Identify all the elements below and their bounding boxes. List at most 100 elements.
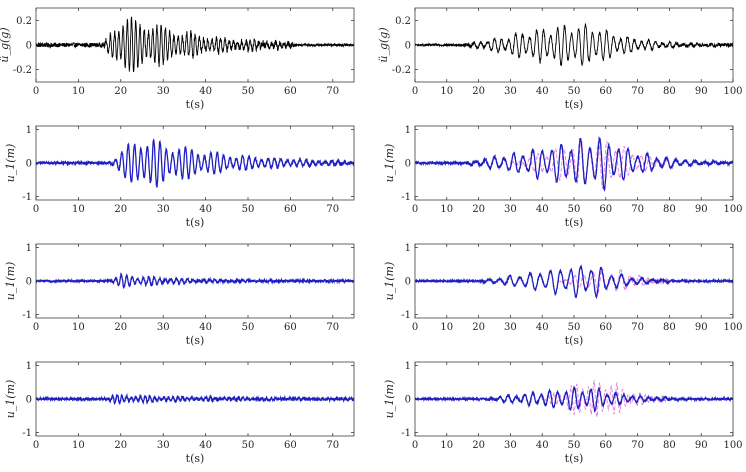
x-tick-label: 80 [663,322,676,333]
y-tick-label: -1 [401,310,411,321]
x-tick-label: 40 [199,86,212,97]
series-line-response [36,392,354,406]
y-axis-label: u_1(m) [4,262,17,301]
x-tick-label: 50 [242,86,255,97]
x-tick-label: 70 [326,322,339,333]
y-tick-label: 1 [405,361,411,372]
x-axis-label: t(s) [565,334,584,347]
y-tick-label: 0.2 [16,16,32,27]
x-tick-label: 50 [568,204,581,215]
x-tick-label: 0 [33,440,39,451]
y-tick-label: 0 [26,277,32,288]
x-tick-label: 40 [536,204,549,215]
x-tick-label: 0 [412,86,418,97]
x-tick-label: 60 [599,440,612,451]
x-tick-label: 60 [599,86,612,97]
x-tick-label: 40 [199,322,212,333]
x-tick-label: 30 [157,86,170,97]
x-tick-label: 100 [723,204,742,215]
x-tick-label: 20 [114,204,127,215]
x-tick-label: 70 [326,440,339,451]
x-tick-label: 50 [568,86,581,97]
x-tick-label: 20 [472,86,485,97]
x-tick-label: 50 [242,322,255,333]
y-tick-label: -1 [22,310,32,321]
series-line-response-A [415,135,733,192]
x-tick-label: 100 [723,440,742,451]
x-tick-label: 0 [33,322,39,333]
x-tick-label: 60 [284,86,297,97]
series-line-response-A [415,385,733,413]
x-tick-label: 20 [114,86,127,97]
x-tick-label: 10 [440,440,453,451]
x-tick-label: 60 [599,204,612,215]
y-tick-label: 1 [405,125,411,136]
x-tick-label: 40 [536,440,549,451]
x-tick-label: 90 [695,204,708,215]
y-tick-label: -1 [401,428,411,439]
x-tick-label: 0 [33,86,39,97]
x-axis-label: t(s) [186,98,205,111]
x-tick-label: 70 [326,86,339,97]
x-tick-label: 40 [199,440,212,451]
x-tick-label: 90 [695,440,708,451]
y-axis-label: u_1(m) [4,144,17,183]
x-tick-label: 20 [114,440,127,451]
x-tick-label: 30 [504,204,517,215]
x-tick-label: 10 [72,86,85,97]
x-tick-label: 60 [284,322,297,333]
x-tick-label: 30 [157,322,170,333]
x-tick-label: 70 [326,204,339,215]
plot-p4: 0 10 20 30 40 50 60 70 80 90 100-0.200.2t(s)ü_g(g) [377,7,743,111]
x-tick-label: 10 [72,440,85,451]
x-tick-label: 80 [663,440,676,451]
x-tick-label: 90 [695,86,708,97]
x-tick-label: 0 [412,440,418,451]
series-line-response [36,272,354,290]
x-tick-label: 30 [504,86,517,97]
y-tick-label: 1 [405,243,411,254]
y-tick-label: -1 [22,192,32,203]
y-tick-label: 0 [405,277,411,288]
x-tick-label: 0 [412,322,418,333]
x-tick-label: 10 [440,204,453,215]
y-tick-label: 1 [26,361,32,372]
x-tick-label: 20 [472,322,485,333]
series-line-response-A [415,264,733,300]
y-tick-label: 0 [405,159,411,170]
y-tick-label: 0 [405,41,411,52]
x-tick-label: 80 [663,204,676,215]
x-tick-label: 40 [536,322,549,333]
x-axis-label: t(s) [565,452,584,465]
x-tick-label: 30 [157,440,170,451]
x-tick-label: 0 [412,204,418,215]
y-axis-label: u_1(m) [383,144,396,183]
x-tick-label: 10 [440,322,453,333]
x-tick-label: 100 [723,322,742,333]
x-axis-label: t(s) [186,452,205,465]
x-tick-label: 60 [284,440,297,451]
x-tick-label: 60 [284,204,297,215]
x-tick-label: 70 [631,440,644,451]
y-tick-label: 1 [26,243,32,254]
y-tick-label: -1 [401,192,411,203]
x-tick-label: 60 [599,322,612,333]
y-tick-label: 0 [26,395,32,406]
x-tick-label: 50 [242,440,255,451]
x-tick-label: 40 [199,204,212,215]
y-tick-label: 0.2 [395,16,411,27]
x-tick-label: 30 [157,204,170,215]
x-tick-label: 50 [242,204,255,215]
x-tick-label: 50 [568,322,581,333]
x-tick-label: 80 [663,86,676,97]
x-tick-label: 30 [504,440,517,451]
y-tick-label: -0.2 [392,65,411,76]
y-axis-label: u_1(m) [4,380,17,419]
